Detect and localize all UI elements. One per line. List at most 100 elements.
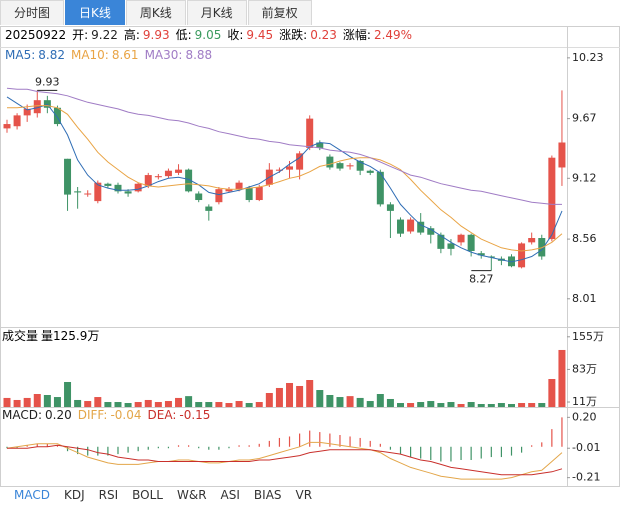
legend-name: DEA:: [147, 408, 177, 422]
candle-body: [33, 100, 41, 114]
legend-value: 8.82: [38, 48, 65, 62]
volume-bar: [447, 402, 455, 407]
legend-value: -0.04: [110, 408, 142, 422]
candle-body: [477, 253, 485, 256]
candle-body: [336, 163, 344, 169]
volume-bar: [43, 394, 51, 407]
volume-bar: [64, 381, 72, 407]
indicator-tab[interactable]: VR: [295, 488, 313, 502]
info-row: 20250922 开: 9.22 高: 9.93 低: 9.05 收: 9.45 涨跌: 0.23 涨…: [5, 27, 418, 43]
indicator-tab[interactable]: ASI: [220, 488, 240, 502]
volume-bar: [528, 403, 536, 407]
candle-body: [538, 238, 546, 257]
info-label: 收:: [227, 28, 244, 42]
candle-body: [447, 243, 455, 249]
info-label: 开:: [72, 28, 89, 42]
candle-body: [215, 189, 223, 203]
volume-bar: [326, 394, 334, 407]
candle-body: [275, 169, 283, 171]
candle-body: [376, 171, 384, 205]
indicator-tab[interactable]: MACD: [14, 488, 50, 502]
volume-bar: [3, 397, 11, 407]
macd-legend: MACD: 0.20 DIFF: -0.04 DEA: -0.15: [2, 407, 216, 423]
tab[interactable]: 月K线: [186, 0, 247, 25]
legend-name: MA10:: [70, 48, 109, 62]
candle-body: [356, 160, 364, 171]
info-label: 高:: [123, 28, 140, 42]
candle-body: [286, 166, 294, 170]
tab[interactable]: 前复权: [247, 0, 312, 25]
candle-body: [134, 183, 142, 192]
info-value: 0.23: [310, 28, 337, 42]
candle-body: [124, 191, 132, 194]
indicator-tab[interactable]: W&R: [176, 488, 207, 502]
info-value: 2.49%: [373, 28, 413, 42]
candle-body: [195, 193, 203, 201]
volume-bar: [53, 397, 61, 407]
indicator-tab[interactable]: RSI: [98, 488, 119, 502]
candle-body: [366, 170, 374, 173]
info-label: 低:: [175, 28, 192, 42]
candle-body: [427, 228, 435, 235]
legend-value: 0.20: [45, 408, 72, 422]
volume-bar: [235, 401, 243, 407]
candle-body: [326, 156, 334, 168]
candle-body: [53, 107, 61, 125]
candle-body: [104, 183, 112, 186]
volume-bar: [518, 403, 526, 407]
volume-bar: [164, 401, 172, 407]
volume-bar: [296, 385, 304, 407]
candle-body: [528, 238, 536, 243]
volume-bar: [376, 394, 384, 407]
candle-body: [508, 256, 515, 267]
volume-bar: [457, 404, 465, 407]
candle-body: [175, 169, 183, 173]
candle-body: [74, 191, 82, 193]
volume-bar: [275, 387, 283, 407]
tab[interactable]: 周K线: [125, 0, 186, 25]
indicator-tab[interactable]: KDJ: [63, 488, 85, 502]
volume-bar: [487, 404, 495, 407]
volume-bar: [154, 402, 162, 407]
y-tick-label: 9.12: [572, 171, 597, 184]
volume-bar: [23, 397, 31, 407]
volume-bar: [497, 403, 505, 407]
volume-bar: [316, 390, 324, 407]
volume-bar: [356, 397, 364, 407]
candle-body: [407, 219, 415, 232]
volume-bar: [33, 394, 41, 407]
candle-body: [316, 142, 324, 148]
legend-name: DIFF:: [77, 408, 108, 422]
volume-bar: [386, 398, 394, 407]
volume-bar: [104, 402, 112, 407]
tab[interactable]: 日K线: [65, 0, 125, 25]
candle-body: [417, 221, 425, 233]
indicator-tab[interactable]: BIAS: [253, 488, 282, 502]
candle-body: [185, 169, 193, 192]
info-value: 9.05: [194, 28, 222, 42]
legend-value: 量125.9万: [41, 329, 100, 343]
date: 20250922: [5, 28, 67, 42]
volume-bar: [134, 402, 142, 407]
volume-bar: [114, 402, 122, 407]
info-value: 9.93: [142, 28, 170, 42]
indicator-tab[interactable]: BOLL: [132, 488, 163, 502]
candle-body: [558, 142, 566, 168]
ma-legend: MA5: 8.82 MA10: 8.61 MA30: 8.88: [5, 47, 218, 63]
candle-body: [518, 243, 526, 268]
volume-bar: [13, 399, 21, 407]
volume-bar: [508, 404, 515, 407]
candle-body: [467, 234, 475, 252]
volume-bar: [265, 393, 273, 407]
candle-body: [144, 175, 152, 186]
y-tick-label: -0.01: [572, 441, 600, 454]
volume-bar: [336, 397, 344, 407]
volume-bar: [255, 402, 263, 407]
candle-body: [255, 187, 263, 201]
volume-bar: [346, 396, 354, 407]
tab[interactable]: 分时图: [0, 0, 65, 25]
candle-body: [94, 182, 102, 202]
candle-body: [114, 184, 122, 192]
